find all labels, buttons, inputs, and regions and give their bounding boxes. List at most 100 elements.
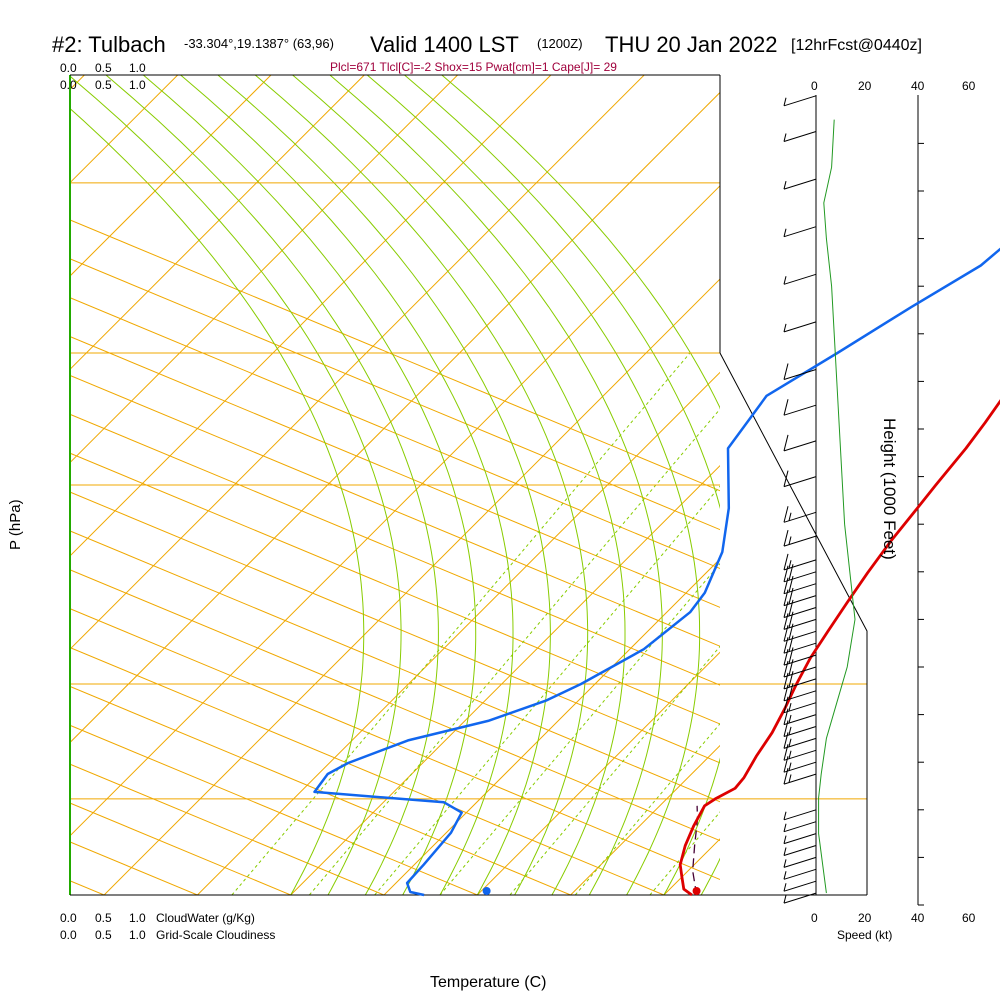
wind-barb [783, 363, 817, 380]
wind-barb-half-flag [788, 762, 792, 771]
wind-barb [783, 845, 817, 856]
wind-barb-staff [783, 369, 817, 380]
sounding-params: Plcl=671 Tlcl[C]=-2 Shox=15 Pwat[cm]=1 C… [330, 60, 617, 74]
mixing-ratio-line [308, 408, 720, 895]
wind-barb-flag [783, 434, 789, 452]
adiabat-line [70, 491, 720, 764]
wind-barb-half-flag [788, 714, 792, 724]
wind-top-tick-0: 0 [811, 79, 818, 93]
isotherm-line [851, 75, 1000, 895]
wind-barb-staff [783, 178, 817, 190]
y-axis-title: P (hPa) [7, 499, 24, 550]
adiabat-line [70, 724, 478, 895]
wind-barb-staff [783, 131, 817, 142]
bottom-cloudwater-tick-0: 0.0 [60, 911, 77, 925]
wind-barb-staff [783, 737, 817, 749]
wind-barb [783, 587, 817, 607]
wind-barb-staff [783, 404, 817, 416]
wind-barb-staff [783, 726, 817, 737]
wind-barb-staff [783, 868, 817, 880]
wind-barb-half-flag [783, 276, 787, 285]
wind-barb [783, 321, 817, 333]
wind-barb-half-flag [783, 859, 787, 868]
top-cloudwater-tick-1: 0.5 [95, 61, 112, 75]
moist-adiabat-line [105, 75, 439, 895]
moist-adiabat-line [292, 75, 626, 895]
wind-barb-half-flag [788, 536, 792, 545]
wind-barb [783, 131, 817, 142]
wind-barb-staff [783, 559, 817, 571]
moist-adiabat-line [329, 75, 663, 895]
wind-barb-staff [783, 773, 817, 785]
wind-barb-staff [783, 440, 817, 452]
wind-barb [783, 635, 817, 654]
bottom-cloudiness-tick-1: 0.5 [95, 928, 112, 942]
wind-barb [783, 434, 817, 452]
wind-bottom-tick-2: 40 [911, 911, 925, 925]
moist-adiabat-line [142, 75, 477, 895]
wind-bottom-tick-0: 0 [811, 911, 818, 925]
wind-barb-flag [783, 553, 789, 571]
wind-barb [783, 683, 817, 702]
wind-barb-flag [783, 506, 789, 523]
wind-barb-staff [783, 583, 817, 595]
wind-barb-half-flag [783, 323, 787, 333]
wind-barb-flag [783, 363, 789, 380]
forecast-info: [12hrFcst@0440z] [791, 37, 922, 54]
isotherm-line [70, 75, 458, 464]
wind-barb-staff [783, 273, 817, 285]
wind-barb [783, 470, 817, 488]
moist-adiabat-line [254, 75, 589, 895]
wind-barb [783, 611, 817, 630]
wind-barb-staff [783, 809, 817, 821]
isotherm-line [757, 75, 1000, 895]
bottom-cloudwater-tick-1: 0.5 [95, 911, 112, 925]
wind-barb-staff [783, 476, 817, 488]
top-cloudwater-tick-0: 0.0 [60, 61, 77, 75]
moist-adiabat-line [404, 75, 720, 895]
wind-barb-staff [783, 654, 817, 666]
wind-barb [783, 809, 817, 821]
moist-adiabat-line [180, 75, 514, 895]
wind-barb-staff [783, 714, 817, 726]
wind-barb [783, 95, 817, 107]
wind-barb-half-flag [788, 738, 792, 747]
moist-adiabat-line [70, 107, 365, 895]
adiabat-line [70, 530, 720, 803]
wind-barb-half-flag [783, 883, 787, 892]
adiabat-line [70, 646, 665, 895]
wind-barb-staff [783, 630, 817, 642]
wind-barb [783, 868, 817, 880]
mixing-ratio-line [574, 722, 720, 895]
station-coords: -33.304°,19.1387° (63,96) [184, 36, 334, 51]
wind-barb-staff [783, 856, 817, 868]
valid-time: Valid 1400 LST [370, 32, 519, 57]
wind-barb-staff [783, 880, 817, 892]
wind-barb-half-flag [788, 774, 792, 783]
dewpoint-trace [313, 247, 1000, 897]
wind-barb [783, 623, 817, 642]
height-axis-title: Height (1000 Feet) [880, 418, 899, 560]
wind-barb-half-flag [783, 847, 787, 856]
wind-barb-staff [783, 749, 817, 761]
wind-barb-staff [783, 595, 817, 607]
top-cloudiness-tick-0: 0.0 [60, 78, 77, 92]
wind-barb-staff [783, 607, 817, 618]
isotherm-line [70, 75, 365, 371]
top-cloudiness-tick-1: 0.5 [95, 78, 112, 92]
adiabat-line [70, 569, 720, 842]
wind-barb-staff [783, 571, 817, 583]
valid-date: THU 20 Jan 2022 [605, 32, 777, 57]
surface-dewpoint-marker [482, 887, 491, 895]
wind-barb [783, 856, 817, 868]
bottom-cloudwater-label: CloudWater (g/Kg) [156, 911, 255, 925]
wind-barb-flag [783, 470, 789, 487]
wind-top-tick-1: 20 [858, 79, 872, 93]
mixing-ratio-line [231, 352, 691, 895]
isotherm-line [476, 651, 720, 895]
wind-barb [783, 506, 817, 523]
wind-barb [783, 273, 817, 285]
moist-adiabat-line [217, 75, 551, 895]
wind-barb [783, 880, 817, 892]
x-axis-title: Temperature (C) [430, 974, 546, 991]
